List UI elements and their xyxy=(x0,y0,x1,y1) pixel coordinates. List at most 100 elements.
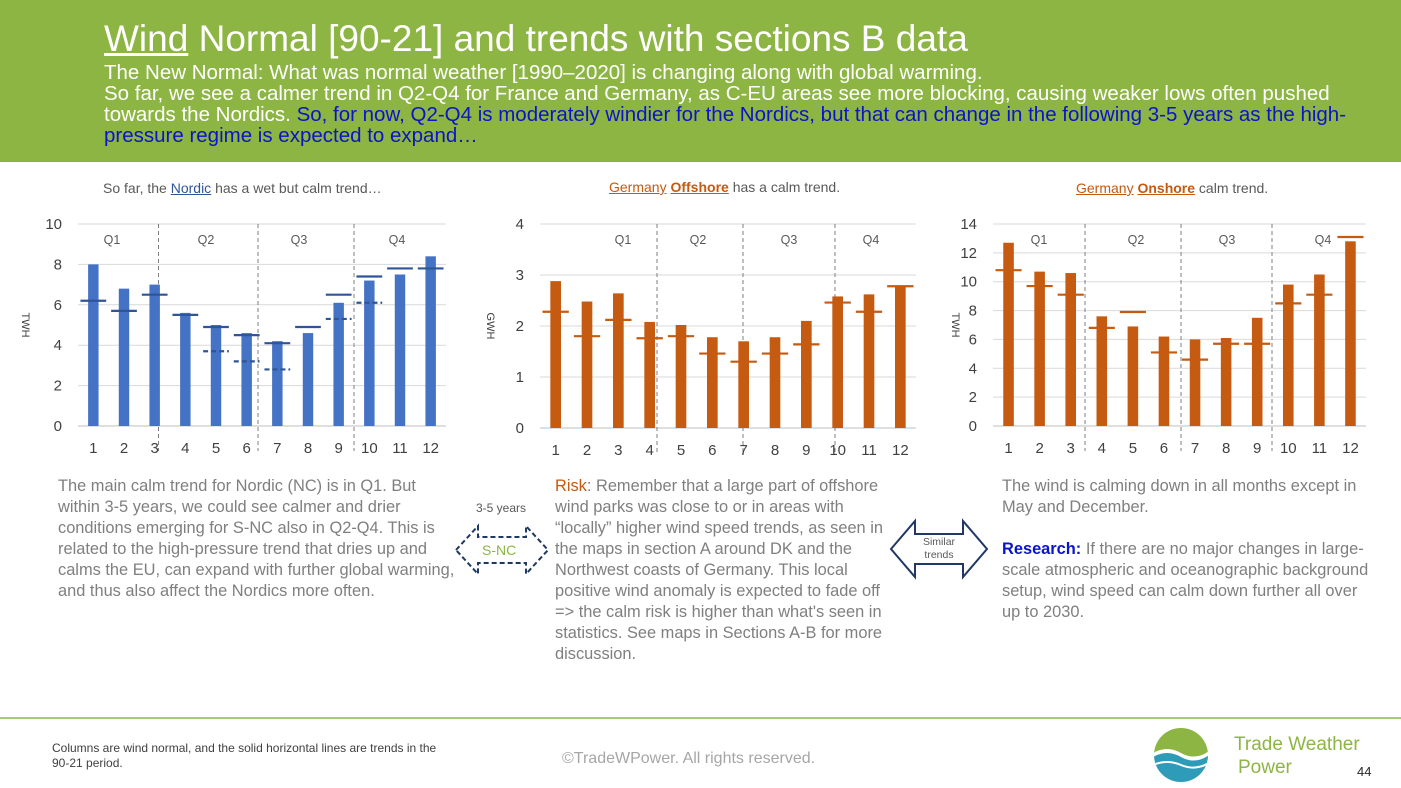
nordic-quarter-label: Q1 xyxy=(104,233,121,247)
onshore-x-tick-label: 1 xyxy=(1004,440,1012,457)
brand-name: Trade Weather Power xyxy=(1234,734,1360,778)
offshore-x-tick-label: 1 xyxy=(551,442,559,459)
double-arrow-icon xyxy=(889,518,989,580)
nordic-x-tick-label: 12 xyxy=(422,440,439,457)
subtitle-line-1: The New Normal: What was normal weather … xyxy=(104,61,983,84)
onshore-y-tick-label: 12 xyxy=(960,245,977,262)
similar-trends-label: Similar trends xyxy=(922,536,956,561)
onshore-bar xyxy=(1189,339,1201,426)
offshore-bar xyxy=(644,321,655,428)
nordic-bar xyxy=(364,280,375,426)
onshore-y-tick-label: 2 xyxy=(969,389,977,406)
offshore-y-tick-label: 2 xyxy=(516,318,524,335)
nordic-x-tick-label: 9 xyxy=(334,440,342,457)
onshore-bar xyxy=(1220,337,1232,426)
offshore-bar xyxy=(895,286,906,428)
nordic-y-axis-label: TWH xyxy=(19,312,31,337)
onshore-bar xyxy=(1003,242,1014,426)
offshore-x-tick-label: 11 xyxy=(861,442,877,459)
offshore-bar xyxy=(769,337,781,428)
nordic-x-tick-label: 1 xyxy=(89,440,97,457)
onshore-x-tick-label: 10 xyxy=(1280,440,1297,457)
offshore-bar xyxy=(581,301,593,428)
onshore-bar xyxy=(1345,241,1356,426)
nordic-bar xyxy=(88,264,99,426)
arrow-region-label: S-NC xyxy=(482,542,517,558)
nordic-bar xyxy=(302,333,314,426)
onshore-x-tick-label: 11 xyxy=(1312,440,1328,457)
nordic-y-tick-label: 4 xyxy=(54,337,62,354)
nordic-bar xyxy=(241,333,252,426)
copyright: ©TradeWPower. All rights reserved. xyxy=(562,750,816,767)
offshore-chart-title: Germany Offshore has a calm trend. xyxy=(609,179,841,195)
offshore-bar xyxy=(801,320,812,428)
trade-weather-power-logo xyxy=(1154,728,1208,782)
onshore-x-tick-label: 4 xyxy=(1098,440,1106,457)
offshore-bar xyxy=(613,293,624,428)
nordic-x-tick-label: 4 xyxy=(181,440,189,457)
nordic-y-tick-label: 0 xyxy=(54,418,62,435)
onshore-y-tick-label: 14 xyxy=(960,216,977,233)
onshore-x-tick-label: 6 xyxy=(1160,440,1168,457)
offshore-y-tick-label: 4 xyxy=(516,216,524,233)
nordic-x-tick-label: 5 xyxy=(212,440,220,457)
nordic-x-tick-label: 6 xyxy=(242,440,250,457)
nordic-y-tick-label: 10 xyxy=(45,216,62,233)
offshore-bar xyxy=(738,341,749,428)
nordic-x-tick-label: 2 xyxy=(120,440,128,457)
nordic-quarter-label: Q4 xyxy=(389,233,406,247)
nordic-y-tick-label: 6 xyxy=(54,297,62,314)
onshore-bar xyxy=(1251,317,1263,426)
nordic-bar xyxy=(333,302,344,426)
offshore-bar xyxy=(863,294,875,428)
onshore-bar xyxy=(1314,274,1325,426)
onshore-bar xyxy=(1127,326,1139,426)
nordic-bar xyxy=(149,284,160,426)
page-number: 44 xyxy=(1357,764,1372,779)
offshore-bar xyxy=(675,324,687,428)
onshore-x-tick-label: 12 xyxy=(1342,440,1359,457)
onshore-y-tick-label: 6 xyxy=(969,331,977,348)
offshore-description: Risk: Remember that a large part of offs… xyxy=(555,477,883,663)
offshore-y-tick-label: 0 xyxy=(516,420,524,437)
offshore-quarter-label: Q4 xyxy=(863,233,880,247)
nordic-bar xyxy=(425,256,436,426)
onshore-y-tick-label: 8 xyxy=(969,303,977,320)
nordic-bar xyxy=(272,341,283,426)
offshore-quarter-label: Q2 xyxy=(690,233,707,247)
nordic-bar xyxy=(210,325,222,426)
onshore-quarter-label: Q1 xyxy=(1031,233,1048,247)
offshore-x-tick-label: 3 xyxy=(614,442,622,459)
nordic-description: The main calm trend for Nordic (NC) is i… xyxy=(58,477,455,600)
onshore-quarter-label: Q3 xyxy=(1219,233,1236,247)
onshore-x-tick-label: 7 xyxy=(1191,440,1199,457)
nordic-x-tick-label: 11 xyxy=(392,440,408,457)
offshore-quarter-label: Q1 xyxy=(615,233,632,247)
onshore-x-tick-label: 3 xyxy=(1067,440,1075,457)
nordic-y-tick-label: 8 xyxy=(54,256,62,273)
nordic-x-tick-label: 8 xyxy=(304,440,312,457)
onshore-x-tick-label: 2 xyxy=(1035,440,1043,457)
onshore-x-tick-label: 8 xyxy=(1222,440,1230,457)
offshore-x-tick-label: 2 xyxy=(583,442,591,459)
offshore-quarter-label: Q3 xyxy=(781,233,798,247)
onshore-y-axis-label: TWH xyxy=(949,312,961,337)
offshore-y-axis-label: GWH xyxy=(484,313,496,340)
onshore-x-tick-label: 9 xyxy=(1253,440,1261,457)
nordic-x-tick-label: 7 xyxy=(273,440,281,457)
arrow-time-label: 3-5 years xyxy=(476,501,527,515)
onshore-bar xyxy=(1096,316,1108,426)
nordic-chart-title: So far, the Nordic has a wet but calm tr… xyxy=(103,180,382,196)
research-label: Research: xyxy=(1002,540,1082,558)
nordic-bar xyxy=(180,312,191,426)
nordic-y-tick-label: 2 xyxy=(54,378,62,395)
offshore-x-tick-label: 9 xyxy=(802,442,810,459)
onshore-y-tick-label: 10 xyxy=(960,274,977,291)
offshore-x-tick-label: 7 xyxy=(739,442,747,459)
page-title: Wind Normal [90-21] and trends with sect… xyxy=(104,18,968,59)
footer-divider xyxy=(0,717,1401,719)
onshore-description: The wind is calming down in all months e… xyxy=(1002,477,1369,621)
page-subtitle: The New Normal: What was normal weather … xyxy=(104,62,1374,146)
nordic-bar xyxy=(118,288,130,426)
onshore-y-tick-label: 4 xyxy=(969,360,977,377)
